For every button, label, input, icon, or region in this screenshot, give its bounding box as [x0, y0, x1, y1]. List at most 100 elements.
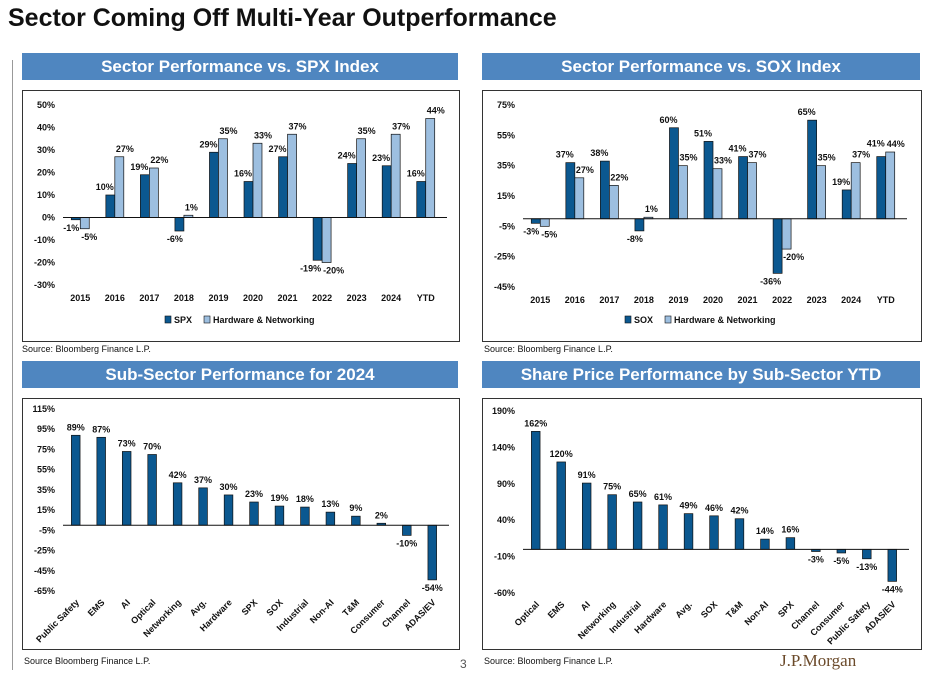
bar: [785, 537, 796, 550]
legend-label: SOX: [634, 315, 653, 325]
data-label: 24%: [338, 151, 356, 161]
category-label: AI: [119, 597, 132, 610]
data-label: 65%: [629, 489, 647, 499]
y-tick-label: 95%: [37, 424, 55, 434]
category-label: Optical: [512, 599, 541, 628]
y-tick-label: 40%: [497, 515, 515, 525]
category-label: SOX: [264, 597, 285, 618]
legend-swatch: [164, 315, 172, 324]
category-label: 2016: [565, 295, 585, 305]
bar: [274, 505, 285, 526]
data-label: 23%: [372, 153, 390, 163]
data-label: -54%: [422, 583, 443, 593]
bar: [836, 548, 847, 554]
data-label: -36%: [760, 276, 781, 286]
category-label: 2017: [139, 293, 159, 303]
data-label: 89%: [67, 422, 85, 432]
data-label: 37%: [852, 150, 870, 160]
legend-swatch: [664, 315, 672, 324]
legend-label: Hardware & Networking: [674, 315, 776, 325]
category-label: Avg.: [673, 599, 694, 620]
category-label: SPX: [240, 597, 260, 617]
data-label: 70%: [143, 442, 161, 452]
data-label: 9%: [349, 503, 362, 513]
data-label: 42%: [730, 506, 748, 516]
bar: [198, 487, 208, 526]
y-tick-label: -60%: [494, 588, 515, 598]
data-label: -10%: [396, 538, 417, 548]
category-label: EMS: [86, 597, 107, 618]
data-label: 22%: [150, 155, 168, 165]
data-label: -3%: [523, 226, 539, 236]
y-tick-label: 35%: [497, 161, 515, 171]
y-tick-label: -30%: [34, 280, 55, 290]
bar: [876, 156, 887, 220]
data-label: 41%: [867, 139, 885, 149]
bar: [600, 160, 610, 220]
y-tick-label: -5%: [499, 221, 515, 231]
chart-spx-svg: -30% -20% -10% 0% 10% 20% 30% 40% 50% -1% 10% 19% -6…: [34, 100, 447, 325]
data-label: 37%: [556, 150, 574, 160]
category-label: 2022: [772, 295, 792, 305]
bar: [223, 494, 234, 526]
y-tick-label: 115%: [32, 404, 55, 414]
bar: [781, 218, 792, 250]
data-label: 49%: [680, 501, 698, 511]
bar: [574, 177, 585, 220]
data-label: 29%: [199, 139, 217, 149]
y-tick-label: 55%: [37, 465, 55, 475]
bar: [174, 217, 185, 232]
slide-title: Sector Coming Off Multi-Year Outperforma…: [8, 4, 557, 32]
y-tick-label: 20%: [37, 168, 55, 178]
data-label: -1%: [63, 223, 79, 233]
data-label: -5%: [541, 229, 557, 239]
page-number: 3: [460, 657, 467, 671]
bar: [862, 548, 872, 560]
chart-sox-svg: -45% -25% -5% 15% 35% 55% 75% -3% 37% 38% -8% 60% 51…: [494, 100, 907, 325]
bar: [71, 434, 81, 526]
y-tick-label: 0%: [42, 213, 55, 223]
bar: [149, 167, 159, 218]
data-label: 16%: [407, 169, 425, 179]
data-label: 61%: [654, 492, 672, 502]
bar: [531, 431, 541, 550]
chart-subsector-2024: -65% -45% -25% -5% 15% 35% 55% 75% 95% 115% 89% 87%…: [22, 398, 460, 650]
data-label: 162%: [524, 418, 547, 428]
y-tick-label: 75%: [37, 444, 55, 454]
y-tick-label: -45%: [494, 282, 515, 292]
category-label: 2021: [738, 295, 758, 305]
legend-label: SPX: [174, 315, 192, 325]
source-note-sox: Source: Bloomberg Finance L.P.: [484, 344, 613, 354]
chart-subsector-2024-svg: -65% -45% -25% -5% 15% 35% 55% 75% 95% 115% 89% 87%…: [32, 404, 449, 644]
data-label: 65%: [798, 107, 816, 117]
jpmorgan-logo: J.P.Morgan: [780, 651, 857, 670]
data-label: 27%: [576, 165, 594, 175]
data-label: 37%: [194, 475, 212, 485]
y-tick-label: -5%: [39, 525, 55, 535]
data-label: 16%: [781, 525, 799, 535]
bar: [669, 127, 679, 220]
category-label: AI: [579, 599, 592, 612]
data-label: -3%: [808, 555, 824, 565]
data-label: -20%: [323, 266, 344, 276]
data-label: 30%: [220, 482, 238, 492]
data-label: -8%: [627, 234, 643, 244]
bar: [565, 162, 576, 220]
category-label: 2017: [599, 295, 619, 305]
panel-header-spx: Sector Performance vs. SPX Index: [22, 53, 458, 80]
data-label: 44%: [427, 106, 445, 116]
bar: [147, 454, 157, 526]
y-tick-label: 190%: [492, 406, 515, 416]
data-label: -5%: [833, 556, 849, 566]
data-label: -44%: [882, 584, 903, 594]
bar: [634, 218, 645, 232]
y-tick-label: 15%: [37, 505, 55, 515]
bar: [709, 515, 719, 550]
chart-subsector-ytd: -60% -10% 40% 90% 140% 190% 162% 120% 91% 75% 65% 6…: [482, 398, 922, 650]
data-label: -20%: [783, 252, 804, 262]
data-label: 10%: [96, 182, 114, 192]
category-label: T&M: [724, 599, 745, 620]
category-label: 2018: [174, 293, 194, 303]
data-label: 35%: [219, 126, 237, 136]
